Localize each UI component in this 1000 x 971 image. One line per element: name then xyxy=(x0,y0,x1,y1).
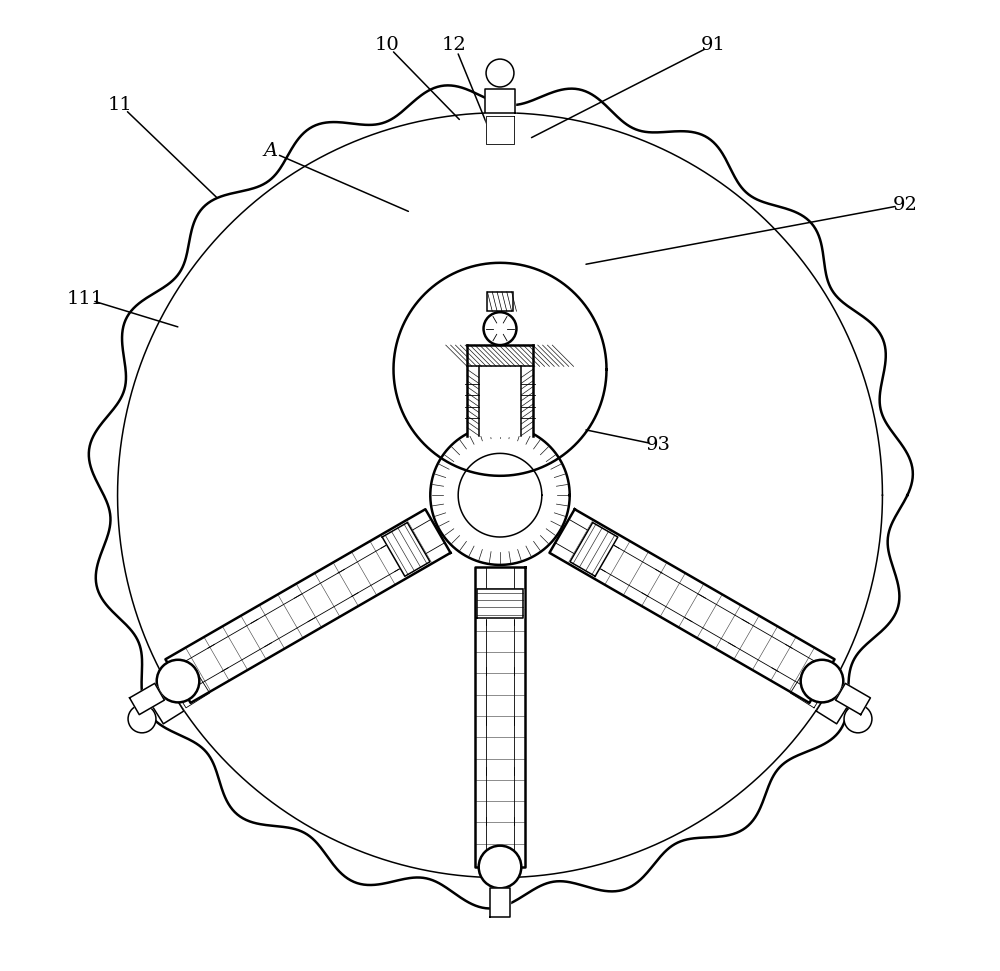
Polygon shape xyxy=(458,453,542,537)
Bar xyxy=(467,345,533,436)
Polygon shape xyxy=(485,88,515,113)
Polygon shape xyxy=(549,509,835,703)
Text: 111: 111 xyxy=(67,289,104,308)
Text: 91: 91 xyxy=(701,36,725,54)
Text: 11: 11 xyxy=(108,96,133,114)
Text: 93: 93 xyxy=(645,436,670,453)
Text: 92: 92 xyxy=(892,196,917,214)
Text: 12: 12 xyxy=(442,36,467,54)
Circle shape xyxy=(486,59,514,87)
Circle shape xyxy=(801,659,843,702)
Polygon shape xyxy=(171,669,210,708)
Polygon shape xyxy=(570,522,618,576)
Bar xyxy=(479,366,521,436)
Circle shape xyxy=(484,313,516,345)
Text: A: A xyxy=(263,143,278,160)
Polygon shape xyxy=(486,117,514,144)
Bar xyxy=(487,292,513,312)
Circle shape xyxy=(157,659,199,702)
Circle shape xyxy=(479,846,521,888)
Circle shape xyxy=(128,705,156,733)
Circle shape xyxy=(844,705,872,733)
Polygon shape xyxy=(490,888,510,918)
Polygon shape xyxy=(130,684,164,715)
Polygon shape xyxy=(836,684,870,715)
Polygon shape xyxy=(475,567,525,867)
Polygon shape xyxy=(147,685,184,723)
Polygon shape xyxy=(790,669,829,708)
Polygon shape xyxy=(477,589,523,619)
Text: 10: 10 xyxy=(374,36,399,54)
Polygon shape xyxy=(430,425,570,565)
Polygon shape xyxy=(382,522,430,576)
Polygon shape xyxy=(816,685,853,723)
Polygon shape xyxy=(165,509,451,703)
